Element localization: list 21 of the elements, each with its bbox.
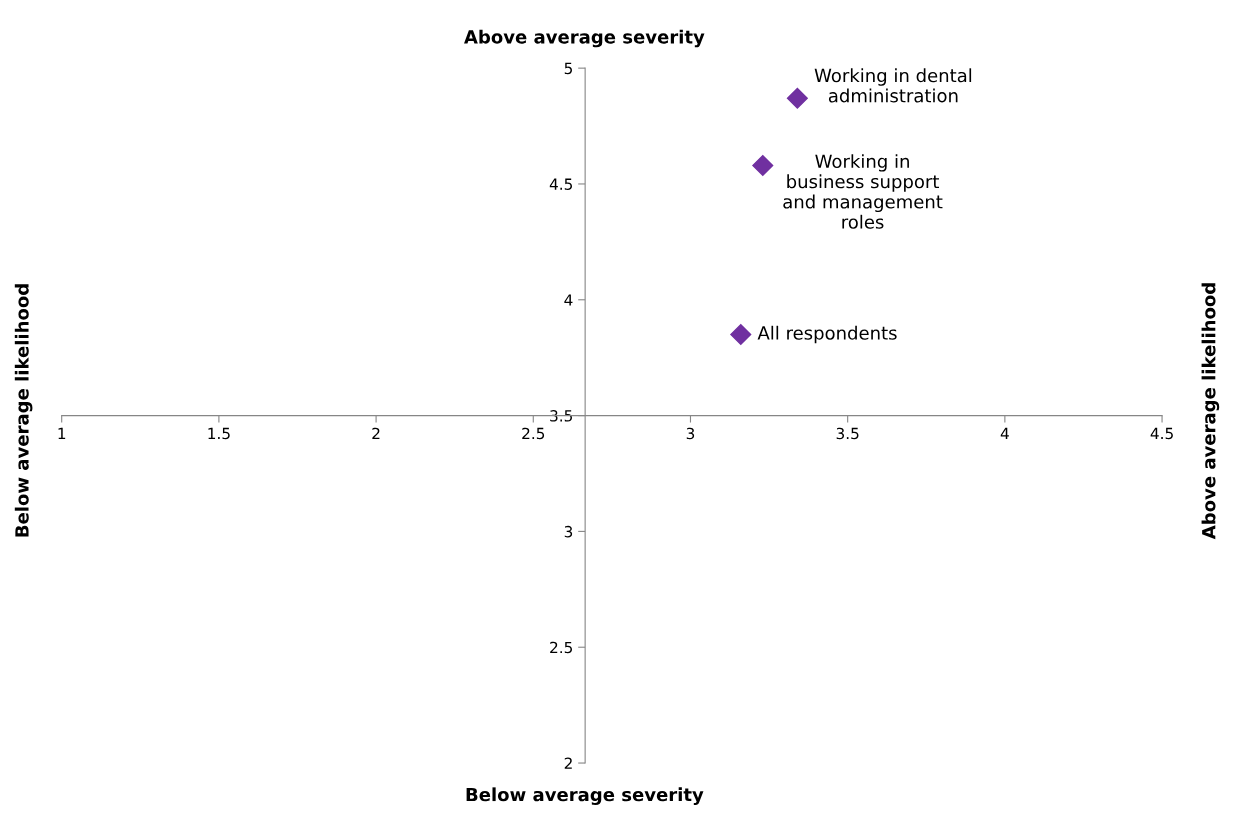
annotation: All respondents	[757, 325, 897, 344]
x-axis-title: Below average severity	[466, 787, 704, 805]
y-tick-label: 2.5	[550, 641, 572, 654]
x-tick-label: 1	[58, 427, 66, 439]
y-tick-label: 5	[564, 62, 572, 75]
y-tick-label: 2	[564, 757, 572, 769]
y-tick-label: 3	[564, 525, 573, 538]
x-tick-label: 4.5	[1150, 427, 1173, 440]
x-tick-label: 1.5	[208, 427, 230, 440]
y-tick-label: 4.5	[549, 178, 572, 190]
annotation: Working in business support and management roles	[783, 154, 943, 229]
x-tick-label: 3.5	[836, 427, 859, 440]
annotation: Working in dental administration	[814, 68, 972, 103]
x-tick-label: 3	[686, 427, 695, 440]
x-tick-label: 4	[1000, 427, 1009, 439]
y-axis-title: Below average likelihood	[14, 284, 33, 537]
y2-axis-title: Above average likelihood	[1201, 283, 1220, 540]
x-tick-label: 2	[372, 427, 380, 439]
x2-axis-title: Above average severity	[464, 29, 705, 48]
y-tick-label: 4	[564, 294, 573, 306]
x-tick-label: 2.5	[522, 427, 545, 440]
